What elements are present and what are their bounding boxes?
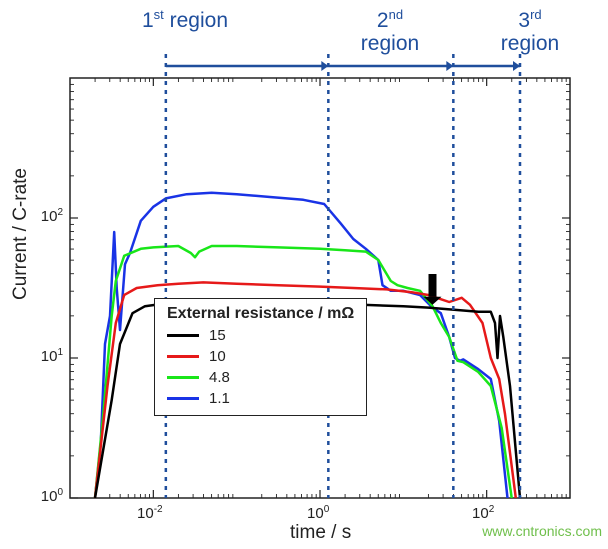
legend-row-3: 1.1 — [167, 390, 354, 407]
chart-container: { "chart": { "type": "line", "title": nu… — [0, 0, 608, 549]
legend-swatch-1 — [167, 355, 199, 358]
legend-swatch-0 — [167, 334, 199, 337]
watermark: www.cntronics.com — [482, 523, 602, 539]
ytick-0: 100 — [41, 487, 63, 505]
legend: External resistance / mΩ 15 10 4.8 1.1 — [154, 298, 367, 416]
legend-label-3: 1.1 — [209, 390, 230, 407]
xtick-m2: 10-2 — [137, 504, 163, 522]
legend-row-0: 15 — [167, 327, 354, 344]
plot-svg — [0, 0, 608, 549]
legend-row-1: 10 — [167, 348, 354, 365]
ytick-2: 102 — [41, 207, 63, 225]
legend-swatch-2 — [167, 376, 199, 379]
ytick-1: 101 — [41, 347, 63, 365]
legend-label-2: 4.8 — [209, 369, 230, 386]
x-axis-label: time / s — [290, 522, 351, 544]
xtick-2: 102 — [472, 504, 494, 522]
legend-title: External resistance / mΩ — [167, 305, 354, 323]
legend-row-2: 4.8 — [167, 369, 354, 386]
legend-label-0: 15 — [209, 327, 226, 344]
y-axis-label: Current / C-rate — [10, 168, 32, 300]
legend-swatch-3 — [167, 397, 199, 400]
legend-label-1: 10 — [209, 348, 226, 365]
xtick-0: 100 — [307, 504, 329, 522]
